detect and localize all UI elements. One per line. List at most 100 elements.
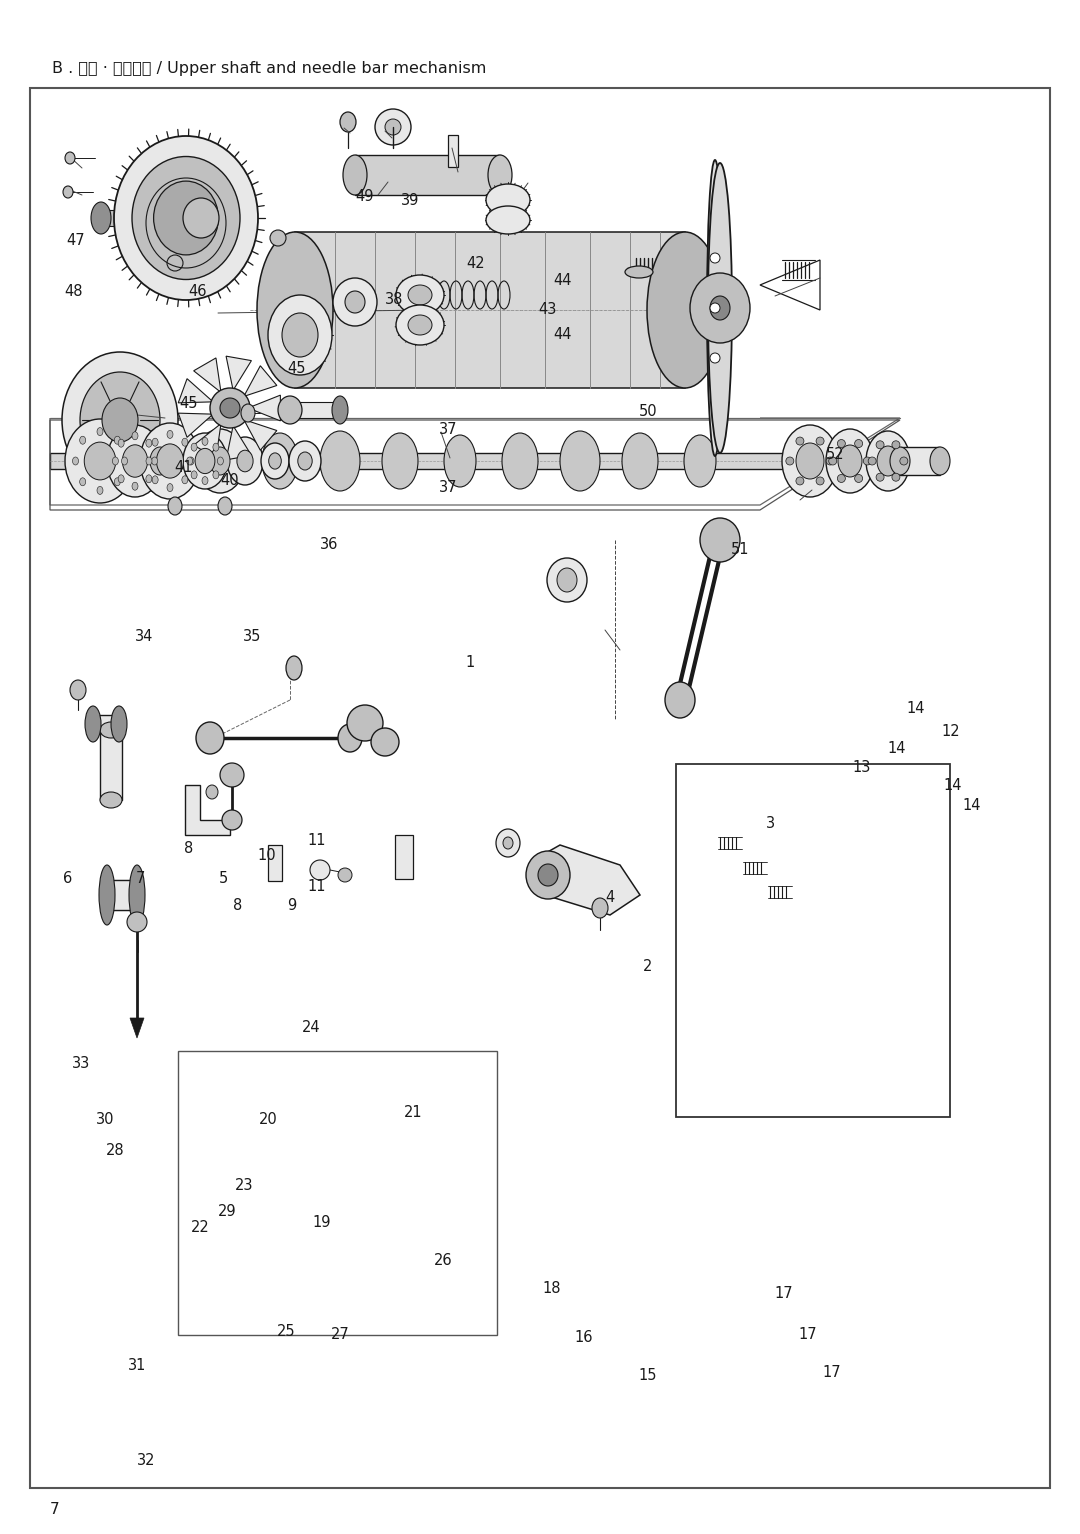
- Ellipse shape: [140, 423, 200, 499]
- Bar: [102, 210, 186, 225]
- Text: 11: 11: [307, 833, 326, 848]
- Polygon shape: [226, 356, 252, 390]
- Text: 37: 37: [438, 480, 458, 495]
- Ellipse shape: [181, 439, 188, 446]
- Ellipse shape: [486, 206, 530, 235]
- Ellipse shape: [282, 313, 318, 357]
- Ellipse shape: [151, 457, 158, 465]
- Ellipse shape: [786, 457, 794, 465]
- Ellipse shape: [408, 285, 432, 305]
- Ellipse shape: [63, 186, 73, 198]
- Ellipse shape: [396, 275, 444, 314]
- Ellipse shape: [502, 433, 538, 489]
- Ellipse shape: [75, 430, 125, 492]
- Ellipse shape: [91, 202, 111, 235]
- Ellipse shape: [146, 457, 152, 465]
- Text: 28: 28: [106, 1143, 125, 1158]
- Text: 38: 38: [384, 291, 404, 307]
- Ellipse shape: [97, 486, 103, 494]
- Ellipse shape: [488, 155, 512, 195]
- Ellipse shape: [816, 477, 824, 485]
- Text: 4: 4: [606, 890, 615, 905]
- Text: 33: 33: [72, 1055, 90, 1071]
- Text: 41: 41: [174, 460, 193, 476]
- Ellipse shape: [150, 446, 170, 476]
- Text: 18: 18: [542, 1281, 562, 1296]
- Ellipse shape: [710, 253, 720, 262]
- Ellipse shape: [132, 482, 138, 491]
- Text: 24: 24: [301, 1020, 321, 1035]
- Text: 49: 49: [355, 189, 375, 204]
- Bar: [676, 764, 950, 1117]
- Ellipse shape: [262, 433, 298, 489]
- Ellipse shape: [270, 230, 286, 245]
- Ellipse shape: [213, 471, 219, 479]
- Text: 12: 12: [941, 724, 960, 739]
- Text: 44: 44: [553, 327, 572, 342]
- Polygon shape: [537, 845, 640, 914]
- Ellipse shape: [90, 446, 110, 476]
- Ellipse shape: [202, 477, 208, 485]
- Ellipse shape: [863, 457, 872, 465]
- Ellipse shape: [892, 472, 900, 482]
- Ellipse shape: [320, 431, 360, 491]
- Ellipse shape: [118, 476, 124, 483]
- Ellipse shape: [220, 762, 244, 787]
- Polygon shape: [185, 785, 230, 834]
- Ellipse shape: [187, 457, 192, 465]
- Text: 31: 31: [127, 1358, 147, 1373]
- Ellipse shape: [167, 483, 173, 491]
- Text: 48: 48: [64, 284, 83, 299]
- Text: 26: 26: [433, 1253, 453, 1269]
- Ellipse shape: [876, 440, 885, 449]
- Ellipse shape: [118, 439, 124, 448]
- Bar: [395, 834, 413, 879]
- Ellipse shape: [561, 431, 600, 491]
- Ellipse shape: [690, 273, 750, 344]
- Ellipse shape: [168, 497, 183, 515]
- Ellipse shape: [708, 163, 732, 453]
- Text: 30: 30: [95, 1112, 114, 1127]
- Text: 11: 11: [307, 879, 326, 894]
- Ellipse shape: [710, 304, 720, 313]
- Ellipse shape: [345, 291, 365, 313]
- Ellipse shape: [220, 397, 240, 417]
- Polygon shape: [226, 426, 252, 460]
- Bar: [291, 402, 340, 417]
- Ellipse shape: [826, 457, 834, 465]
- Text: 40: 40: [220, 472, 240, 488]
- Text: 45: 45: [287, 360, 307, 376]
- Ellipse shape: [796, 443, 824, 479]
- Ellipse shape: [503, 838, 513, 848]
- Ellipse shape: [135, 430, 185, 492]
- Ellipse shape: [546, 558, 588, 601]
- Polygon shape: [193, 423, 221, 459]
- Text: 44: 44: [553, 273, 572, 288]
- Ellipse shape: [183, 198, 219, 238]
- Ellipse shape: [710, 296, 730, 321]
- Ellipse shape: [286, 657, 302, 680]
- Ellipse shape: [114, 137, 258, 301]
- Text: 8: 8: [185, 841, 193, 856]
- Ellipse shape: [408, 314, 432, 334]
- Text: 23: 23: [234, 1178, 254, 1193]
- Ellipse shape: [343, 155, 367, 195]
- Ellipse shape: [188, 457, 194, 465]
- Ellipse shape: [132, 431, 138, 440]
- Ellipse shape: [127, 913, 147, 933]
- Text: 34: 34: [134, 629, 153, 644]
- Ellipse shape: [191, 443, 198, 451]
- Bar: [448, 135, 458, 167]
- Text: 2: 2: [644, 959, 652, 974]
- Text: 10: 10: [257, 848, 276, 864]
- Ellipse shape: [707, 160, 723, 456]
- Ellipse shape: [100, 723, 122, 738]
- Ellipse shape: [796, 477, 804, 485]
- Text: 9: 9: [287, 897, 296, 913]
- Ellipse shape: [332, 396, 348, 423]
- Text: B . 上轴 · 针杆装置 / Upper shaft and needle bar mechanism: B . 上轴 · 针杆装置 / Upper shaft and needle b…: [52, 60, 486, 75]
- Ellipse shape: [854, 474, 863, 483]
- Ellipse shape: [99, 865, 114, 925]
- Ellipse shape: [444, 436, 476, 486]
- Ellipse shape: [167, 431, 173, 439]
